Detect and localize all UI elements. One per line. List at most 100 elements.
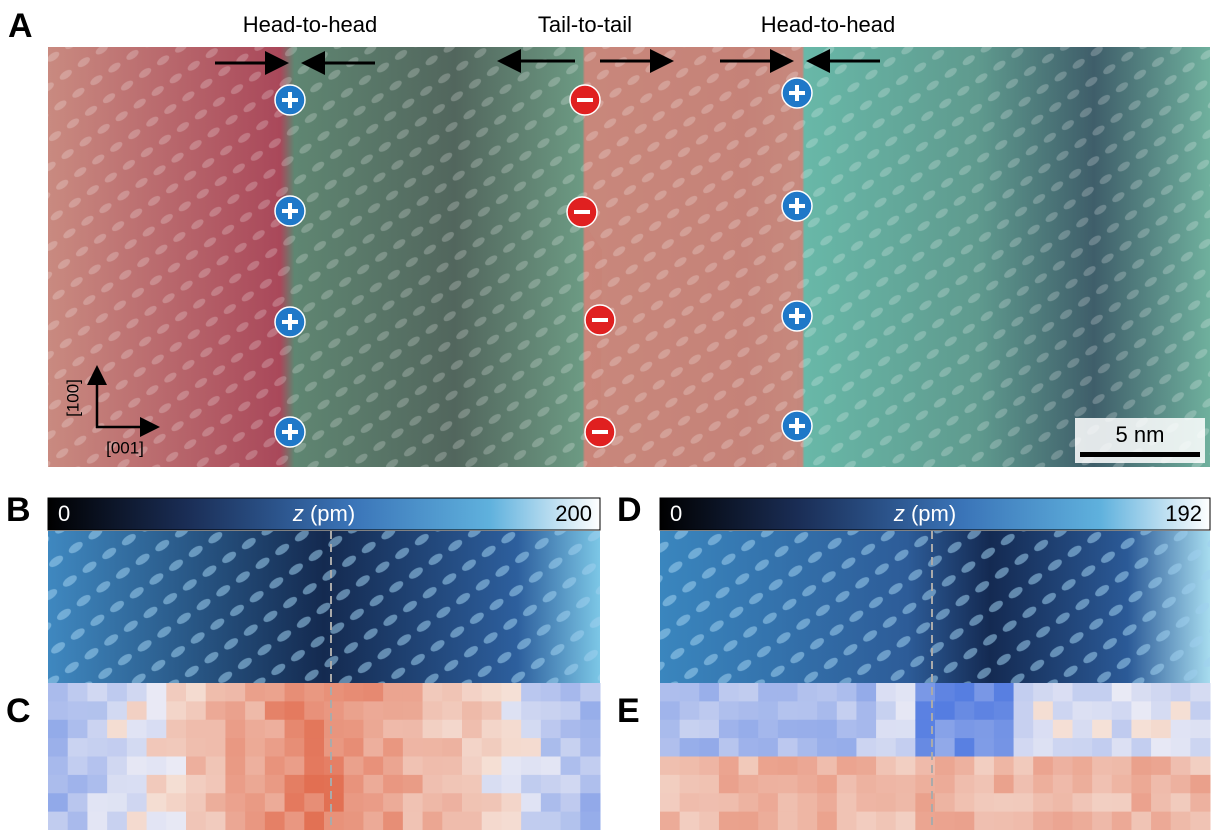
heat-cell	[798, 775, 818, 794]
heat-cell	[304, 757, 324, 776]
heat-cell	[1190, 793, 1210, 812]
heat-cell	[994, 701, 1014, 720]
heat-cell	[206, 701, 226, 720]
heat-cell	[935, 720, 955, 739]
heat-cell	[304, 812, 324, 830]
heat-cell	[896, 757, 916, 776]
heat-cell	[955, 793, 975, 812]
heat-cell	[739, 720, 759, 739]
cbar-symbol: z	[893, 501, 905, 526]
lattice	[48, 47, 1210, 467]
heat-cell	[304, 683, 324, 702]
heat-cell	[896, 720, 916, 739]
heat-cell	[521, 793, 541, 812]
heat-cell	[363, 775, 383, 794]
annotation: Head-to-head	[761, 12, 896, 37]
heat-cell	[265, 775, 285, 794]
heat-cell	[107, 793, 127, 812]
heat-cell	[680, 757, 700, 776]
heat-cell	[1014, 793, 1034, 812]
heat-cell	[423, 775, 443, 794]
axis-label: [100]	[63, 379, 82, 417]
heat-cell	[107, 701, 127, 720]
heat-cell	[1053, 812, 1073, 830]
heat-cell	[87, 775, 107, 794]
heat-cell	[896, 683, 916, 702]
heat-cell	[580, 812, 600, 830]
heat-cell	[680, 720, 700, 739]
heat-cell	[739, 812, 759, 830]
heat-cell	[147, 683, 167, 702]
heat-cell	[837, 812, 857, 830]
heat-cell	[935, 793, 955, 812]
heat-cell	[1092, 812, 1112, 830]
heat-cell	[127, 775, 147, 794]
heat-cell	[974, 683, 994, 702]
heat-cell	[225, 775, 245, 794]
heat-cell	[1112, 793, 1132, 812]
heat-cell	[935, 757, 955, 776]
heat-cell	[1073, 701, 1093, 720]
heat-cell	[206, 793, 226, 812]
heat-cell	[482, 812, 502, 830]
heat-cell	[423, 738, 443, 757]
heat-cell	[383, 738, 403, 757]
heat-cell	[541, 793, 561, 812]
heat-cell	[423, 701, 443, 720]
panel-label: C	[6, 692, 31, 730]
heat-cell	[541, 701, 561, 720]
heat-cell	[1190, 701, 1210, 720]
heat-cell	[955, 738, 975, 757]
heat-cell	[324, 812, 344, 830]
heat-cell	[285, 701, 305, 720]
heat-cell	[680, 738, 700, 757]
panel-label: B	[6, 491, 31, 529]
heat-cell	[245, 793, 265, 812]
lattice	[48, 531, 600, 683]
heat-cell	[225, 738, 245, 757]
heat-cell	[462, 738, 482, 757]
heat-cell	[660, 757, 680, 776]
heat-cell	[1092, 720, 1112, 739]
heat-cell	[974, 701, 994, 720]
heat-cell	[699, 793, 719, 812]
heat-cell	[580, 793, 600, 812]
heat-cell	[324, 793, 344, 812]
heat-cell	[561, 793, 581, 812]
heat-cell	[363, 793, 383, 812]
cbar-symbol: z	[292, 501, 304, 526]
heat-cell	[1190, 775, 1210, 794]
heat-cell	[521, 738, 541, 757]
heat-cell	[856, 738, 876, 757]
heat-cell	[817, 812, 837, 830]
heat-cell	[994, 720, 1014, 739]
heat-cell	[1151, 793, 1171, 812]
heat-cell	[798, 720, 818, 739]
heat-cell	[87, 720, 107, 739]
heat-cell	[442, 793, 462, 812]
heat-cell	[245, 738, 265, 757]
heat-cell	[442, 738, 462, 757]
heat-cell	[482, 701, 502, 720]
heat-cell	[1131, 738, 1151, 757]
heat-cell	[107, 683, 127, 702]
heat-cell	[896, 701, 916, 720]
heat-cell	[107, 738, 127, 757]
heat-cell	[876, 701, 896, 720]
heat-cell	[48, 738, 68, 757]
heat-cell	[1171, 775, 1191, 794]
heat-cell	[206, 812, 226, 830]
heat-cell	[837, 701, 857, 720]
heat-cell	[285, 757, 305, 776]
heat-cell	[166, 793, 186, 812]
heat-cell	[680, 812, 700, 830]
cbar-max: 192	[1165, 501, 1202, 526]
heat-cell	[1033, 775, 1053, 794]
heat-cell	[856, 757, 876, 776]
heat-cell	[955, 720, 975, 739]
heat-cell	[245, 775, 265, 794]
heat-cell	[1131, 757, 1151, 776]
heat-cell	[739, 775, 759, 794]
heat-cell	[660, 701, 680, 720]
heat-cell	[1190, 812, 1210, 830]
